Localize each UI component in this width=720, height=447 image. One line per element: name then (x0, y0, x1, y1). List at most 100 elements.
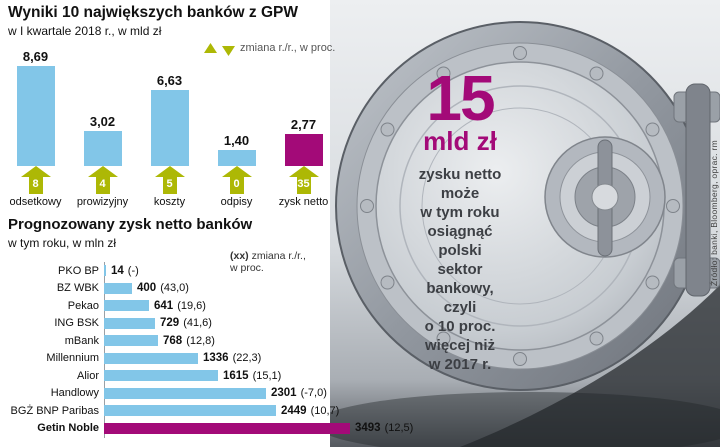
change-arrow-up-icon: 4 (87, 166, 118, 194)
bank-value: 3493 (355, 422, 381, 435)
bar-category-label: koszty (153, 196, 186, 208)
vault-text-line: w tym roku (420, 204, 500, 221)
bank-change: (43,0) (160, 282, 189, 295)
bank-value: 1336 (203, 352, 229, 365)
bank-value: 1615 (223, 369, 249, 382)
bar-value-label: 1,40 (223, 133, 250, 148)
bottom-chart-note: (xx) zmiana r./r., w proc. (230, 250, 306, 274)
change-arrow-up-icon: 35 (288, 166, 319, 194)
vault-text-line: bankowy, (426, 280, 494, 297)
bank-row: Handlowy 2301 (-7,0) (8, 385, 448, 403)
bank-change: (41,6) (183, 317, 212, 330)
top-bar-group: 6,63 5 koszty (136, 48, 203, 208)
bank-row: BZ WBK 400 (43,0) (8, 280, 448, 298)
bank-bar (104, 387, 266, 399)
vault-text-line: czyli (443, 299, 477, 316)
vault-text-line: w 2017 r. (428, 356, 492, 373)
bank-change: (19,6) (177, 299, 206, 312)
bank-bar (104, 335, 158, 347)
bank-value: 768 (163, 334, 183, 347)
vault-text-line: osiągnąć (427, 223, 493, 240)
bank-name: Alior (76, 369, 99, 382)
bank-row: ING BSK 729 (41,6) (8, 315, 448, 333)
top-chart-legend: zmiana r./r., w proc. (204, 40, 335, 56)
bank-value: 2301 (271, 387, 297, 400)
bank-name: Handlowy (50, 387, 99, 400)
bank-bar (104, 282, 132, 294)
bottom-chart-axis (104, 262, 105, 438)
source-credit: Źródło: banki, Bloomberg, oprac. rm (709, 140, 719, 287)
bar (83, 131, 122, 166)
top-bar-group: 2,77 35 zysk netto (270, 48, 337, 208)
bank-bar (104, 300, 149, 312)
legend-label: zmiana r./r., w proc. (240, 42, 336, 54)
bank-change: (10,7) (310, 404, 340, 417)
vault-door-illustration (330, 0, 720, 447)
bottom-chart-subtitle: w tym roku, w mln zł (8, 236, 117, 250)
bank-change: (-7,0) (300, 387, 327, 400)
bank-bar (104, 317, 155, 329)
bar-value-label: 2,77 (290, 117, 317, 132)
note-prefix: (xx) (230, 250, 249, 262)
note-line1: zmiana r./r., (248, 250, 306, 262)
bank-name: Getin Noble (37, 422, 99, 435)
bar-value-label: 8,69 (22, 49, 49, 64)
bank-value: 400 (137, 282, 157, 295)
arrow-up-icon (204, 42, 217, 53)
bank-change: (12,5) (384, 422, 414, 435)
bottom-bar-chart: PKO BP 14 (-) BZ WBK 400 (43,0) Pekao 641 (19,6)… (8, 262, 448, 437)
bank-bar (104, 405, 276, 417)
bar-category-label: zysk netto (278, 196, 329, 208)
change-value: 4 (99, 178, 106, 190)
bank-bar (104, 422, 350, 434)
bank-row: Getin Noble 3493 (12,5) (8, 420, 448, 438)
bank-bar (104, 352, 198, 364)
bank-row: Pekao 641 (19,6) (8, 297, 448, 315)
vault-text-line: o 10 proc. (424, 318, 496, 335)
bank-name: ING BSK (54, 317, 99, 330)
bar (217, 150, 256, 166)
change-arrow-up-icon: 0 (221, 166, 252, 194)
change-arrow-up-icon: 5 (154, 166, 185, 194)
bank-value: 14 (111, 264, 124, 277)
bank-value: 729 (160, 317, 180, 330)
vault-description: zysku netto może w tym roku osiągnąć polski s… (368, 165, 552, 374)
bar-category-label: prowizyjny (76, 196, 129, 208)
change-value: 5 (166, 178, 173, 190)
bank-name: PKO BP (58, 264, 99, 277)
bar-category-label: odsetkowy (9, 196, 62, 208)
vault-big-number: 15 (426, 62, 495, 134)
bank-row: Alior 1615 (15,1) (8, 367, 448, 385)
bar (284, 134, 323, 166)
bar-value-label: 3,02 (89, 114, 116, 129)
top-bar-group: 3,02 4 prowizyjny (69, 48, 136, 208)
bank-change: (15,1) (252, 369, 282, 382)
bank-change: (12,8) (186, 334, 215, 347)
bar-value-label: 6,63 (156, 73, 183, 88)
bank-value: 641 (154, 299, 174, 312)
top-bar-group: 8,69 8 odsetkowy (2, 48, 69, 208)
bank-name: BGŻ BNP Paribas (10, 404, 99, 417)
bank-name: mBank (64, 334, 99, 347)
vault-text-line: zysku netto (418, 166, 502, 183)
bank-change: (22,3) (232, 352, 262, 365)
change-arrow-up-icon: 8 (20, 166, 51, 194)
note-line2: w proc. (230, 262, 264, 274)
change-value: 35 (297, 178, 310, 190)
arrow-down-icon (222, 46, 235, 56)
top-bar-group: 1,40 0 odpisy (203, 48, 270, 208)
vault-callout: 15 mld zł zysku netto może w tym roku osiąg… (368, 62, 552, 374)
bank-row: BGŻ BNP Paribas 2449 (10,7) (8, 402, 448, 420)
bank-row: mBank 768 (12,8) (8, 332, 448, 350)
change-value: 8 (32, 178, 39, 190)
vault-photo: 15 mld zł zysku netto może w tym roku osiąg… (330, 0, 720, 447)
vault-unit: mld zł (423, 126, 497, 156)
bank-row: PKO BP 14 (-) (8, 262, 448, 280)
bank-row: Millennium 1336 (22,3) (8, 350, 448, 368)
top-chart-subtitle: w I kwartale 2018 r., w mld zł (8, 24, 162, 38)
bar (150, 90, 189, 166)
bank-name: Millennium (46, 352, 99, 365)
bar (16, 66, 55, 166)
bank-name: Pekao (67, 299, 99, 312)
